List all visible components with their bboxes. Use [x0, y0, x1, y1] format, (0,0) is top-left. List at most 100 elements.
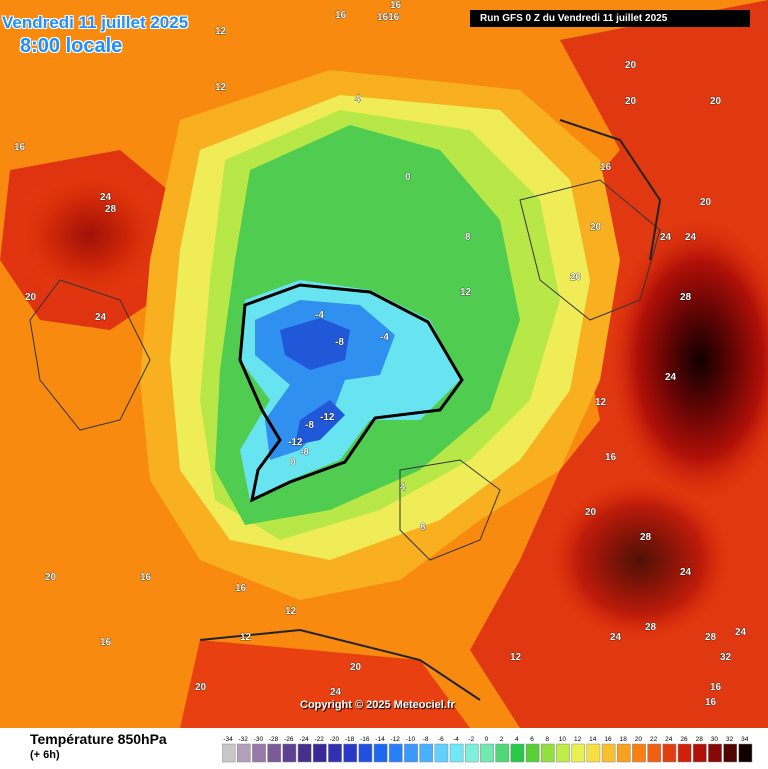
temperature-value-label: 20 — [700, 197, 712, 208]
scale-swatch — [358, 743, 373, 763]
scale-tick-label: 20 — [635, 736, 643, 743]
scale-tick-label: -24 — [299, 736, 309, 743]
temperature-value-label: 24 — [660, 232, 672, 243]
temperature-value-label: 24 — [100, 192, 112, 203]
temperature-value-label: 24 — [685, 232, 697, 243]
temperature-value-label: 20 — [350, 662, 362, 673]
temperature-value-label: 4 — [400, 482, 406, 493]
legend-title: Température 850hPa — [30, 731, 167, 747]
scale-swatch — [312, 743, 327, 763]
temperature-value-label: 16 — [390, 0, 402, 11]
scale-swatch — [282, 743, 297, 763]
scale-swatch — [540, 743, 555, 763]
color-scale: -34 -32 -30 -28 -26 -24 -22 -20 -18 -16 -14 -12 -10-… — [222, 733, 758, 769]
scale-tick-label: 28 — [696, 736, 704, 743]
scale-tick-label: -4 — [453, 736, 459, 743]
scale-swatch — [647, 743, 662, 763]
scale-tick-label: -22 — [314, 736, 324, 743]
temperature-value-label: -8 — [300, 447, 309, 458]
temperature-value-label: -8 — [305, 420, 314, 431]
scale-tick-label: 24 — [665, 736, 673, 743]
scale-tick-label: -16 — [360, 736, 370, 743]
temperature-value-label: 8 — [420, 522, 426, 533]
temperature-value-label: 12 — [215, 26, 227, 37]
asia-heat-core-south — [550, 480, 730, 640]
temperature-value-label: 16 — [335, 10, 347, 21]
temperature-value-label: 4 — [355, 94, 361, 105]
temperature-value-label: 24 — [95, 312, 107, 323]
scale-tick-label: -26 — [284, 736, 294, 743]
scale-swatch — [525, 743, 540, 763]
temperature-value-label: -4 — [380, 332, 389, 343]
temperature-value-label: 24 — [735, 627, 747, 638]
run-info-banner: Run GFS 0 Z du Vendredi 11 juillet 2025 — [470, 10, 750, 27]
temperature-value-label: 0 — [290, 457, 296, 468]
temperature-value-label: 8 — [465, 232, 471, 243]
america-heat-core — [10, 165, 170, 305]
temperature-value-label: 16 — [605, 452, 617, 463]
scale-swatch — [236, 743, 251, 763]
scale-tick-label: -6 — [438, 736, 444, 743]
scale-swatch — [449, 743, 464, 763]
scale-tick-label: -12 — [390, 736, 400, 743]
scale-swatch — [495, 743, 510, 763]
temperature-value-label: 16 — [235, 583, 247, 594]
temperature-value-label: 16 — [140, 572, 152, 583]
scale-swatch — [586, 743, 601, 763]
scale-swatch — [297, 743, 312, 763]
scale-swatch — [419, 743, 434, 763]
scale-tick-label: -8 — [423, 736, 429, 743]
scale-swatch — [708, 743, 722, 763]
scale-tick-label: 4 — [515, 736, 519, 743]
scale-tick-label: 8 — [545, 736, 549, 743]
scale-swatch — [464, 743, 479, 763]
scale-tick-label: -10 — [406, 736, 416, 743]
temperature-value-label: 28 — [640, 532, 652, 543]
scale-tick-label: -2 — [468, 736, 474, 743]
asia-heat-core — [610, 220, 768, 500]
temperature-value-label: -12 — [320, 412, 335, 423]
scale-swatch — [222, 743, 236, 763]
temperature-value-label: 20 — [195, 682, 207, 693]
temperature-value-label: 20 — [25, 292, 37, 303]
temperature-value-label: 20 — [585, 507, 597, 518]
scale-tick-label: -20 — [330, 736, 340, 743]
temperature-value-label: 16 — [705, 697, 717, 708]
scale-swatch — [677, 743, 692, 763]
temperature-map: 16 1616 16 12 12 16 20 24 28 24 20 20 16 4 0 -4 -8 -4 -12-… — [0, 0, 768, 728]
coastline-north-america — [29, 279, 151, 431]
temperature-value-label: 28 — [105, 204, 117, 215]
temperature-value-label: 0 — [405, 172, 411, 183]
temperature-value-label: 12 — [510, 652, 522, 663]
scale-tick-label: 0 — [485, 736, 489, 743]
temperature-value-label: 12 — [595, 397, 607, 408]
forecast-local-time: 8:00 locale — [20, 35, 123, 57]
temperature-value-label: 28 — [680, 292, 692, 303]
temperature-value-label: 32 — [720, 652, 732, 663]
temperature-value-label: 28 — [705, 632, 717, 643]
isotherm-asia — [559, 119, 662, 261]
scale-swatch — [616, 743, 631, 763]
scale-tick-label: 32 — [726, 736, 734, 743]
scale-swatch — [571, 743, 586, 763]
scale-tick-label: 26 — [680, 736, 688, 743]
temperature-value-label: 20 — [710, 96, 722, 107]
scale-swatch — [267, 743, 282, 763]
temperature-value-label: 20 — [590, 222, 602, 233]
coastline-europe — [399, 459, 501, 561]
isotherm-africa — [199, 628, 481, 701]
temperature-value-label: 24 — [330, 687, 342, 698]
scale-tick-label: -30 — [254, 736, 264, 743]
scale-tick-label: 14 — [589, 736, 597, 743]
scale-swatch — [404, 743, 418, 763]
temperature-value-label: 28 — [680, 292, 692, 303]
scale-swatch — [692, 743, 707, 763]
africa-warm-region — [180, 640, 470, 728]
scale-swatch — [388, 743, 403, 763]
scale-tick-label: 16 — [604, 736, 612, 743]
color-scale-svg: -34 -32 -30 -28 -26 -24 -22 -20 -18 -16 -14 -12 -10-… — [222, 736, 753, 763]
temperature-value-label: 24 — [680, 567, 692, 578]
scale-tick-label: -14 — [375, 736, 385, 743]
